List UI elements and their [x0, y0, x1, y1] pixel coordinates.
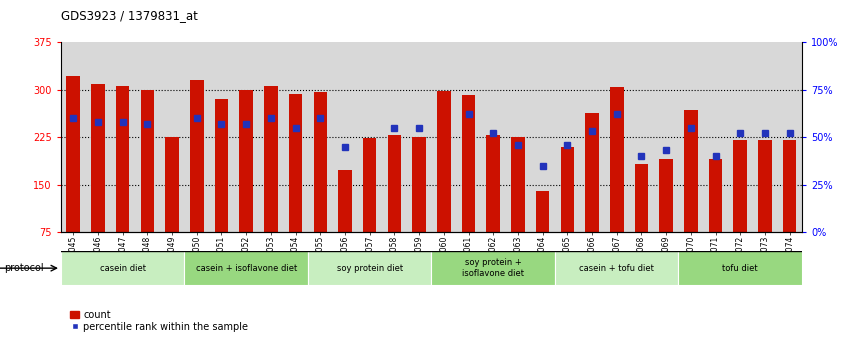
Bar [283, 42, 308, 232]
Bar [511, 137, 525, 232]
Text: tofu diet: tofu diet [722, 264, 758, 273]
Bar [387, 135, 401, 232]
Bar [233, 42, 259, 232]
Bar [184, 42, 209, 232]
Text: soy protein +
isoflavone diet: soy protein + isoflavone diet [462, 258, 525, 278]
Bar [629, 42, 654, 232]
Text: GDS3923 / 1379831_at: GDS3923 / 1379831_at [61, 9, 198, 22]
Bar [678, 251, 802, 285]
Bar [634, 164, 648, 232]
Bar [67, 76, 80, 232]
Bar [215, 99, 228, 232]
Bar [382, 42, 407, 232]
Bar [288, 94, 302, 232]
Bar [462, 95, 475, 232]
Bar [437, 91, 451, 232]
Bar [190, 80, 204, 232]
Bar [530, 42, 555, 232]
Bar [239, 90, 253, 232]
Bar [264, 86, 277, 232]
Bar [110, 42, 135, 232]
Bar [659, 159, 673, 232]
Bar [610, 87, 624, 232]
Bar [116, 86, 129, 232]
Bar [555, 251, 678, 285]
Text: protocol: protocol [4, 263, 44, 273]
Text: casein diet: casein diet [100, 264, 146, 273]
Bar [728, 42, 753, 232]
Bar [135, 42, 160, 232]
Text: casein + tofu diet: casein + tofu diet [580, 264, 654, 273]
Bar [481, 42, 506, 232]
Bar [703, 42, 728, 232]
Bar [585, 113, 599, 232]
Legend: count, percentile rank within the sample: count, percentile rank within the sample [66, 306, 252, 336]
Bar [407, 42, 431, 232]
Bar [555, 42, 580, 232]
Bar [209, 42, 233, 232]
Bar [140, 90, 154, 232]
Bar [85, 42, 110, 232]
Bar [456, 42, 481, 232]
Bar [486, 135, 500, 232]
Bar [604, 42, 629, 232]
Bar [431, 251, 555, 285]
Bar [308, 251, 431, 285]
Bar [580, 42, 604, 232]
Bar [61, 251, 184, 285]
Bar [753, 42, 777, 232]
Bar [709, 159, 722, 232]
Bar [165, 137, 179, 232]
Bar [308, 42, 332, 232]
Bar [654, 42, 678, 232]
Bar [259, 42, 283, 232]
Bar [160, 42, 184, 232]
Bar [61, 42, 85, 232]
Bar [536, 191, 549, 232]
Bar [314, 92, 327, 232]
Bar [363, 138, 376, 232]
Bar [678, 42, 703, 232]
Bar [431, 42, 456, 232]
Bar [506, 42, 530, 232]
Bar [733, 140, 747, 232]
Text: casein + isoflavone diet: casein + isoflavone diet [195, 264, 297, 273]
Bar [332, 42, 357, 232]
Text: soy protein diet: soy protein diet [337, 264, 403, 273]
Bar [758, 140, 772, 232]
Bar [561, 147, 574, 232]
Bar [91, 84, 105, 232]
Bar [184, 251, 308, 285]
Bar [338, 170, 352, 232]
Bar [412, 137, 426, 232]
Bar [357, 42, 382, 232]
Bar [684, 110, 698, 232]
Bar [783, 140, 796, 232]
Bar [777, 42, 802, 232]
